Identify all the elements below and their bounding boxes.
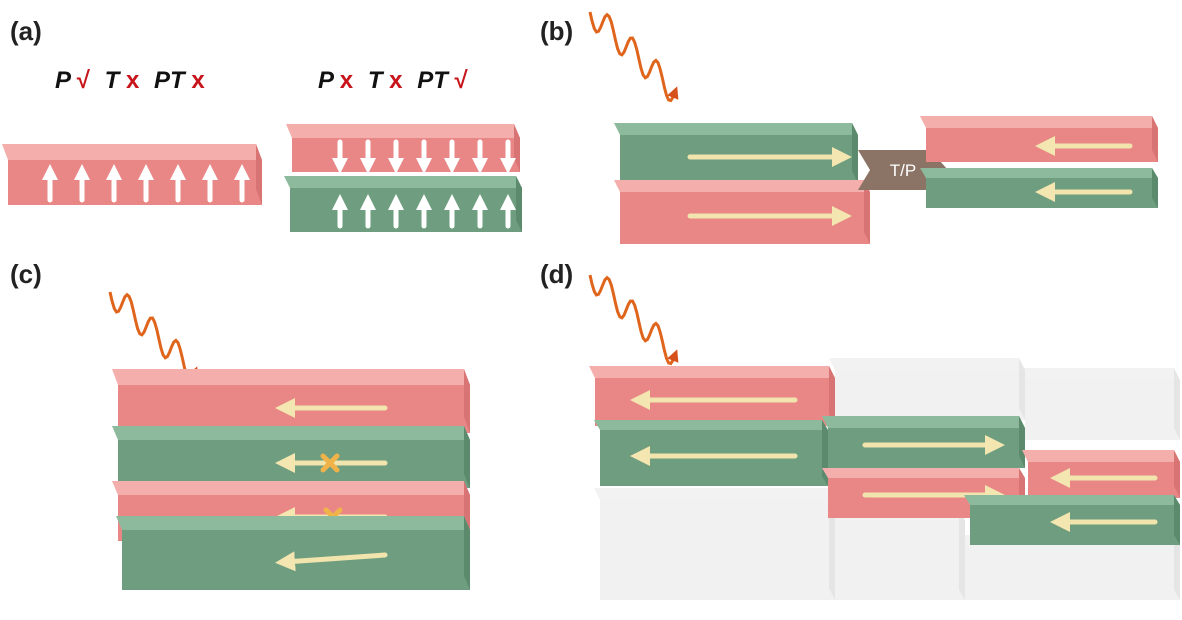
slab-front [8,160,262,205]
slab-top [112,369,470,385]
panel-label: (d) [540,259,573,289]
slab-top [614,180,870,192]
diagram: T/P [2,12,1180,600]
slab-top [2,144,262,160]
panel-label: (c) [10,259,42,289]
slab-top [112,481,470,495]
check-mark: x [126,67,140,94]
slab-front [1025,380,1180,440]
photon [590,12,675,101]
slab-top [1019,368,1180,380]
slab-front [835,370,1025,420]
operator: PT [417,67,450,94]
operator: PT [154,67,187,94]
check-mark: x [340,67,354,94]
panel-label: (a) [10,16,42,46]
slab-front [835,520,965,600]
slab-top [614,123,858,135]
check-mark: √ [455,67,469,94]
slab-top [822,468,1025,478]
slab-front [292,138,520,172]
operator: T [105,67,122,94]
photon [110,292,195,381]
operator: P [318,67,335,94]
slab-front [828,428,1025,468]
slab-top [116,516,470,530]
operation-label: T/P [890,161,916,180]
slab-top [829,358,1025,370]
slab-top [594,420,828,430]
slab-top [284,176,522,188]
check-mark: √ [77,67,91,94]
slab-front [600,500,835,600]
slab-top [822,416,1025,428]
operator: P [55,67,72,94]
slab-top [964,495,1180,505]
check-mark: x [191,67,205,94]
slab-front [970,505,1180,545]
slab-front [290,188,522,232]
check-mark: x [389,67,403,94]
figure: T/P (a) (b) (c) (d) P √ T x PT x P x T x… [0,0,1182,620]
slab-front [965,545,1180,600]
slab-top [286,124,520,138]
slab-top [589,366,835,378]
slab-top [594,488,835,500]
operator: T [368,67,385,94]
symmetry-row: P √ T x PT x [55,67,205,94]
slab-top [1022,450,1180,462]
slab-top [920,168,1158,178]
slab-side [1174,368,1180,440]
photon [590,275,675,364]
symmetry-row: P x T x PT √ [318,67,469,94]
slab-side [959,510,965,600]
slab-top [920,116,1158,128]
slab-top [112,426,470,440]
panel-label: (b) [540,16,573,46]
